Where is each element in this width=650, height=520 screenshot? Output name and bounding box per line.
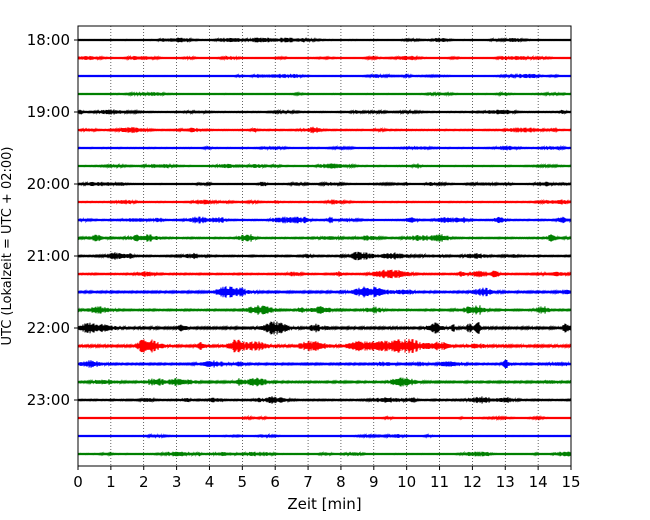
x-tick-label: 5 bbox=[238, 473, 248, 491]
x-tick-label: 10 bbox=[397, 473, 416, 491]
x-tick-label: 15 bbox=[561, 473, 580, 491]
seismogram-traces bbox=[77, 36, 572, 458]
y-tick-label: 20:00 bbox=[27, 175, 70, 193]
y-tick-label: 18:00 bbox=[27, 31, 70, 49]
x-tick-label: 2 bbox=[139, 473, 149, 491]
x-tick-label: 1 bbox=[106, 473, 116, 491]
x-tick-label: 0 bbox=[73, 473, 83, 491]
x-tick-label: 4 bbox=[205, 473, 215, 491]
x-axis-label: Zeit [min] bbox=[287, 495, 361, 513]
x-tick-label: 7 bbox=[303, 473, 313, 491]
x-axis-ticks: 0 1 2 3 4 5 6 7 8 9 10 11 12 13 14 15 bbox=[73, 466, 581, 491]
y-axis-label: UTC (Lokalzeit = UTC + 02:00) bbox=[0, 147, 15, 346]
x-tick-label: 14 bbox=[529, 473, 548, 491]
x-tick-label: 11 bbox=[430, 473, 449, 491]
x-tick-label: 8 bbox=[336, 473, 346, 491]
x-tick-label: 12 bbox=[463, 473, 482, 491]
y-tick-label: 19:00 bbox=[27, 103, 70, 121]
y-tick-label: 23:00 bbox=[27, 391, 70, 409]
x-tick-label: 13 bbox=[496, 473, 515, 491]
grid-lines bbox=[110, 26, 539, 466]
y-tick-label: 21:00 bbox=[27, 247, 70, 265]
x-tick-label: 6 bbox=[270, 473, 280, 491]
x-tick-label: 9 bbox=[369, 473, 379, 491]
x-tick-label: 3 bbox=[172, 473, 182, 491]
y-axis-ticks: 18:00 19:00 20:00 21:00 22:00 23:00 bbox=[27, 31, 78, 409]
plot-frame bbox=[77, 25, 572, 467]
y-tick-label: 22:00 bbox=[27, 319, 70, 337]
